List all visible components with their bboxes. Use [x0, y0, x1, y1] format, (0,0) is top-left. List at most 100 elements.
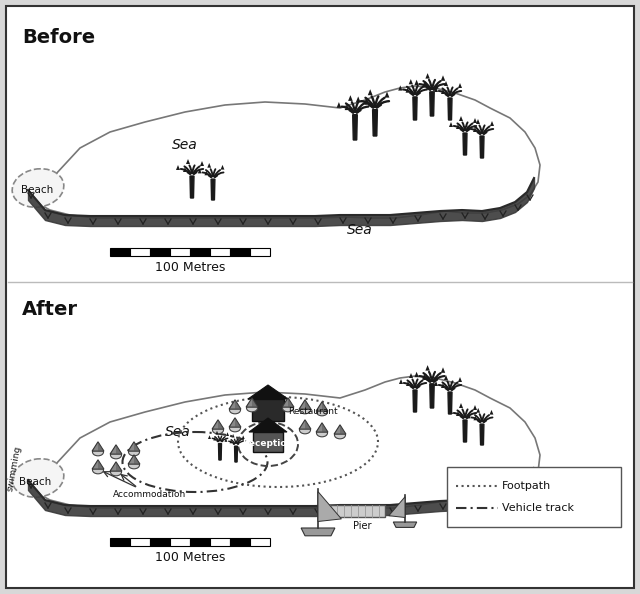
Polygon shape	[301, 528, 335, 536]
Polygon shape	[232, 434, 235, 438]
Bar	[252, 399, 284, 421]
Polygon shape	[473, 405, 477, 410]
Polygon shape	[448, 98, 452, 120]
Polygon shape	[422, 374, 426, 380]
Ellipse shape	[230, 406, 241, 414]
Polygon shape	[225, 438, 227, 442]
Polygon shape	[213, 437, 216, 441]
Polygon shape	[476, 408, 480, 413]
Text: Footpath: Footpath	[502, 481, 551, 491]
Bar	[250, 248, 270, 256]
Polygon shape	[406, 381, 410, 386]
Bar	[110, 248, 130, 256]
Polygon shape	[456, 124, 460, 129]
Polygon shape	[218, 444, 221, 460]
Bar	[170, 248, 190, 256]
Polygon shape	[249, 418, 287, 432]
Text: Beach: Beach	[19, 477, 51, 487]
Ellipse shape	[300, 406, 310, 414]
Text: 100 Metres: 100 Metres	[155, 551, 225, 564]
Text: Vehicle track: Vehicle track	[502, 503, 574, 513]
Polygon shape	[218, 420, 224, 429]
Text: Sea: Sea	[347, 223, 373, 237]
Ellipse shape	[111, 468, 122, 476]
Polygon shape	[458, 83, 462, 88]
Polygon shape	[348, 95, 353, 101]
Polygon shape	[98, 460, 104, 469]
Polygon shape	[134, 442, 140, 451]
Polygon shape	[200, 161, 204, 166]
Polygon shape	[242, 435, 244, 439]
Polygon shape	[353, 115, 357, 140]
Polygon shape	[368, 89, 372, 95]
Polygon shape	[406, 87, 410, 93]
Polygon shape	[116, 462, 122, 471]
Polygon shape	[235, 418, 241, 427]
Polygon shape	[449, 122, 453, 127]
Ellipse shape	[316, 408, 328, 416]
Bar	[253, 432, 283, 452]
Polygon shape	[441, 89, 445, 94]
Polygon shape	[413, 390, 417, 412]
Bar	[190, 538, 210, 546]
Polygon shape	[282, 398, 294, 407]
Polygon shape	[204, 170, 208, 175]
Bar	[330, 505, 385, 517]
Polygon shape	[305, 400, 311, 409]
Bar	[210, 248, 230, 256]
Polygon shape	[229, 418, 241, 427]
Polygon shape	[28, 86, 540, 218]
Text: Sea: Sea	[172, 138, 198, 152]
Polygon shape	[409, 79, 413, 84]
Polygon shape	[434, 381, 438, 386]
Polygon shape	[385, 91, 389, 97]
Polygon shape	[299, 420, 311, 429]
Ellipse shape	[300, 426, 310, 434]
Polygon shape	[212, 420, 224, 429]
Polygon shape	[430, 384, 434, 408]
Polygon shape	[399, 379, 403, 384]
Bar	[170, 538, 190, 546]
Polygon shape	[252, 398, 258, 407]
Polygon shape	[426, 365, 430, 371]
Polygon shape	[441, 75, 445, 81]
Ellipse shape	[230, 424, 241, 432]
Polygon shape	[221, 165, 225, 170]
Text: Reception: Reception	[243, 440, 294, 448]
Polygon shape	[444, 375, 448, 380]
Text: Restaurant: Restaurant	[288, 406, 338, 415]
Polygon shape	[235, 400, 241, 409]
Polygon shape	[322, 423, 328, 432]
Polygon shape	[459, 116, 463, 121]
Polygon shape	[413, 97, 417, 120]
Text: Sea: Sea	[165, 425, 191, 439]
Polygon shape	[235, 446, 237, 462]
Bar	[190, 248, 210, 256]
Polygon shape	[423, 375, 427, 380]
Polygon shape	[318, 492, 341, 522]
Polygon shape	[389, 497, 405, 517]
Polygon shape	[449, 409, 453, 414]
Polygon shape	[441, 367, 445, 373]
Polygon shape	[110, 462, 122, 471]
Polygon shape	[288, 398, 294, 407]
Polygon shape	[207, 163, 211, 168]
Polygon shape	[110, 445, 122, 454]
Text: Pier: Pier	[353, 521, 372, 531]
Bar	[230, 538, 250, 546]
Polygon shape	[216, 431, 218, 434]
Polygon shape	[322, 402, 328, 411]
Polygon shape	[345, 105, 349, 110]
Ellipse shape	[282, 404, 294, 412]
Bar	[130, 248, 150, 256]
Polygon shape	[299, 400, 311, 409]
Polygon shape	[226, 432, 229, 436]
Ellipse shape	[129, 461, 140, 469]
Polygon shape	[372, 110, 378, 136]
Text: After: After	[22, 300, 78, 319]
Polygon shape	[128, 455, 140, 464]
Polygon shape	[466, 125, 470, 130]
Text: Accommodation: Accommodation	[113, 490, 187, 499]
Ellipse shape	[92, 448, 104, 456]
Ellipse shape	[212, 426, 223, 434]
